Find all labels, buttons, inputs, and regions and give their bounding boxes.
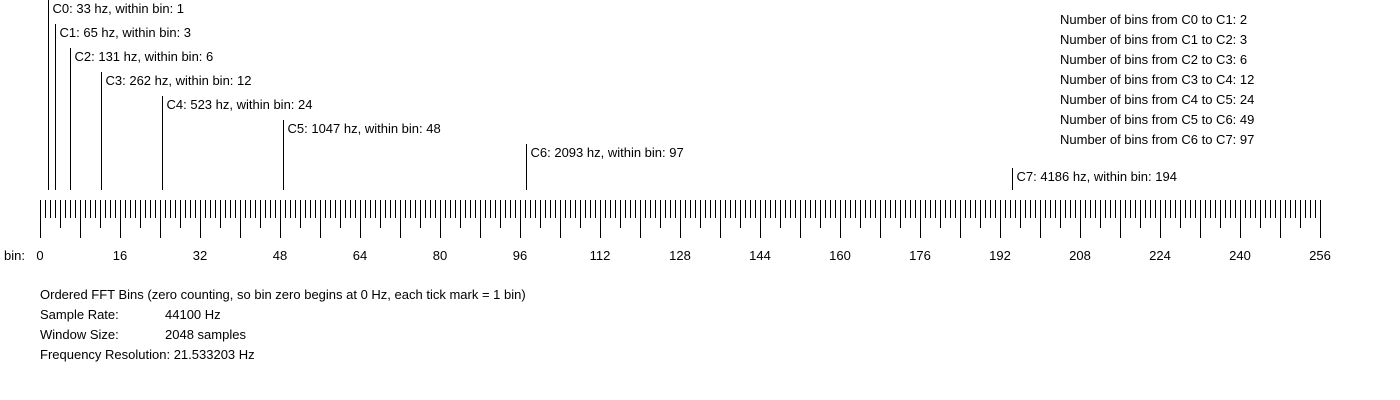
summary-line: Number of bins from C2 to C3: 6 xyxy=(1060,52,1248,67)
summary-line: Number of bins from C6 to C7: 97 xyxy=(1060,132,1255,147)
window-size-row: Window Size: 2048 samples xyxy=(40,327,246,342)
tick-label: 0 xyxy=(36,248,43,263)
tick-label: 176 xyxy=(909,248,931,263)
tick-label: 64 xyxy=(353,248,367,263)
note-markers: C0: 33 hz, within bin: 1 C1: 65 hz, withi… xyxy=(48,0,1177,190)
frequency-resolution-row: Frequency Resolution: 21.533203 Hz xyxy=(40,347,255,362)
tick-label: 240 xyxy=(1229,248,1251,263)
marker-label: C0: 33 hz, within bin: 1 xyxy=(53,1,185,16)
frequency-resolution-label: Frequency Resolution: xyxy=(40,347,171,362)
tick-label: 96 xyxy=(513,248,527,263)
marker-label: C3: 262 hz, within bin: 12 xyxy=(106,73,252,88)
marker-label: C4: 523 hz, within bin: 24 xyxy=(167,97,313,112)
marker-label: C1: 65 hz, within bin: 3 xyxy=(60,25,192,40)
tick-label: 16 xyxy=(113,248,127,263)
tick-label: 256 xyxy=(1309,248,1331,263)
tick-label: 192 xyxy=(989,248,1011,263)
tick-label: 80 xyxy=(433,248,447,263)
sample-rate-label: Sample Rate: xyxy=(40,307,119,322)
summary-line: Number of bins from C1 to C2: 3 xyxy=(1060,32,1248,47)
summary-line: Number of bins from C3 to C4: 12 xyxy=(1060,72,1255,87)
tick-marks xyxy=(40,200,1321,238)
tick-label: 208 xyxy=(1069,248,1091,263)
summary-line: Number of bins from C4 to C5: 24 xyxy=(1060,92,1255,107)
tick-label: 224 xyxy=(1149,248,1171,263)
sample-rate-row: Sample Rate: 44100 Hz xyxy=(40,307,221,322)
marker-label: C6: 2093 hz, within bin: 97 xyxy=(531,145,684,160)
sample-rate-value: 44100 Hz xyxy=(165,307,221,322)
bin-count-summary: Number of bins from C0 to C1: 2 Number of… xyxy=(1060,10,1254,150)
summary-line: Number of bins from C5 to C6: 49 xyxy=(1060,112,1255,127)
marker-label: C7: 4186 hz, within bin: 194 xyxy=(1017,169,1177,184)
tick-label: 144 xyxy=(749,248,771,263)
marker-label: C5: 1047 hz, within bin: 48 xyxy=(288,121,441,136)
window-size-label: Window Size: xyxy=(40,327,119,342)
window-size-value: 2048 samples xyxy=(165,327,246,342)
tick-label: 32 xyxy=(193,248,207,263)
frequency-resolution-value: 21.533203 Hz xyxy=(173,347,255,362)
summary-line: Number of bins from C0 to C1: 2 xyxy=(1060,12,1248,27)
caption: Ordered FFT Bins (zero counting, so bin … xyxy=(40,287,526,302)
axis-prefix-label: bin: xyxy=(4,248,25,263)
tick-label: 160 xyxy=(829,248,851,263)
marker-label: C2: 131 hz, within bin: 6 xyxy=(75,49,214,64)
tick-labels: 0 16 32 48 64 80 96 112 128 144 160 176 192 208 224 240… xyxy=(36,248,1330,263)
tick-label: 112 xyxy=(590,248,611,263)
tick-label: 48 xyxy=(273,248,287,263)
tick-label: 128 xyxy=(669,248,691,263)
